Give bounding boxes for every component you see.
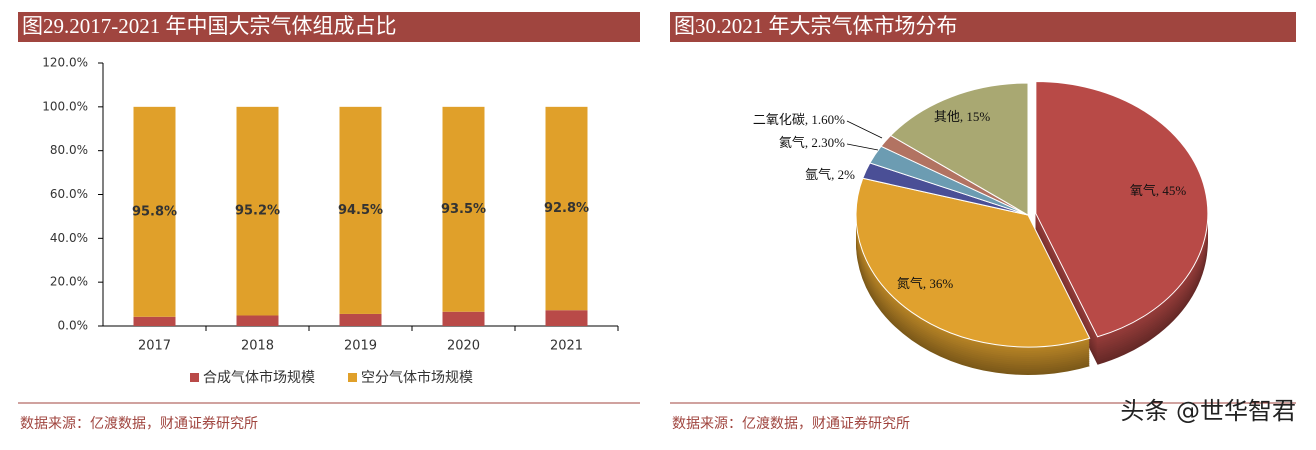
- value-label: 95.2%: [235, 204, 280, 219]
- y-tick-label: 80.0%: [50, 143, 88, 157]
- title-bar: [670, 12, 1296, 42]
- slice-label: 其他, 15%: [934, 109, 991, 124]
- bar-segment: [545, 310, 588, 326]
- y-tick-label: 0.0%: [58, 319, 89, 333]
- legend-swatch: [190, 373, 199, 382]
- y-tick-label: 40.0%: [50, 231, 88, 245]
- x-tick-label: 2019: [344, 339, 377, 354]
- bar-segment: [339, 106, 382, 314]
- bar-segment: [236, 106, 279, 316]
- chart-title: 图29.2017-2021 年中国大宗气体组成占比: [22, 14, 397, 38]
- watermark: 头条 @世华智君: [1120, 397, 1296, 425]
- bar-segment: [133, 106, 176, 317]
- y-tick-label: 100.0%: [42, 99, 88, 113]
- x-tick-label: 2020: [447, 339, 480, 354]
- x-tick-label: 2021: [550, 339, 583, 354]
- source: 数据来源：亿渡数据，财通证券研究所: [672, 416, 910, 432]
- leader-line: [846, 143, 879, 151]
- slice-label: 二氧化碳, 1.60%: [753, 112, 845, 127]
- value-label: 94.5%: [338, 203, 383, 218]
- x-tick-label: 2017: [138, 339, 171, 354]
- value-label: 92.8%: [544, 201, 589, 216]
- slice-label: 氮气, 36%: [897, 276, 954, 291]
- legend-swatch: [348, 373, 357, 382]
- slice: [855, 177, 1091, 348]
- bar-segment: [545, 106, 588, 311]
- slice-label: 氩气, 2%: [805, 167, 855, 182]
- slice: [1035, 81, 1209, 338]
- bar-segment: [236, 315, 279, 326]
- slice-label: 氧气, 45%: [1130, 183, 1187, 198]
- bar-segment: [133, 316, 176, 326]
- slice-label: 氦气, 2.30%: [779, 135, 845, 150]
- bar-segment: [339, 313, 382, 326]
- y-tick-label: 20.0%: [50, 275, 88, 289]
- y-tick-label: 60.0%: [50, 187, 88, 201]
- legend-label: 空分气体市场规模: [361, 369, 473, 386]
- bar-segment: [442, 106, 485, 312]
- value-label: 93.5%: [441, 202, 486, 217]
- chart-title: 图30.2021 年大宗气体市场分布: [674, 14, 958, 38]
- slice: [889, 82, 1029, 216]
- value-label: 95.8%: [132, 204, 177, 219]
- legend-label: 合成气体市场规模: [203, 369, 315, 386]
- bar-segment: [442, 311, 485, 326]
- leader-line: [846, 120, 883, 139]
- source: 数据来源：亿渡数据，财通证券研究所: [20, 416, 258, 432]
- title-bar: [18, 12, 640, 42]
- y-tick-label: 120.0%: [42, 56, 88, 70]
- x-tick-label: 2018: [241, 339, 274, 354]
